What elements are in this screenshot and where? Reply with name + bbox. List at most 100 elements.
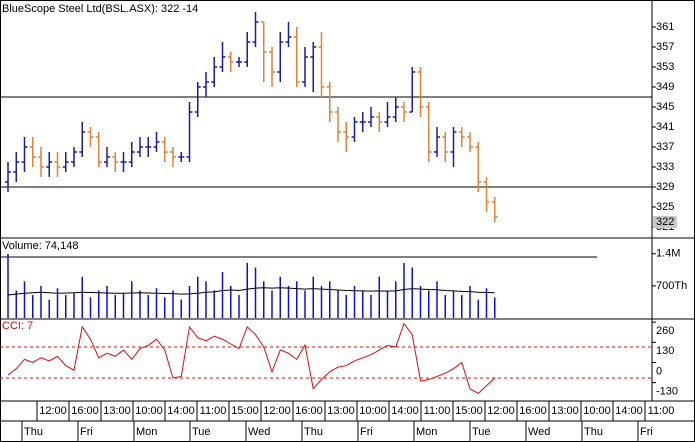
y-tick-label: 353 (656, 61, 674, 73)
time-label: 15:00 (455, 405, 483, 417)
volume-bar (246, 262, 248, 318)
y-tick-label: 333 (656, 161, 674, 173)
volume-bar (461, 295, 463, 318)
volume-bar (131, 281, 133, 318)
time-label: 15:00 (231, 405, 259, 417)
volume-bar (436, 281, 438, 318)
volume-bar (378, 276, 380, 318)
day-label: Fri (80, 426, 93, 438)
y-tick-label: -130 (656, 386, 678, 398)
volume-bar (345, 295, 347, 318)
volume-bar (254, 267, 257, 318)
time-label: 11:00 (424, 405, 451, 417)
y-tick-label: 349 (656, 81, 674, 93)
time-label: 16:00 (519, 405, 547, 417)
day-label: Fri (360, 426, 373, 438)
volume-bar (477, 299, 479, 318)
time-label: 14:00 (615, 405, 643, 417)
time-label: 16:00 (71, 405, 99, 417)
y-tick-label: 341 (656, 121, 674, 133)
y-tick-label: 357 (656, 41, 674, 53)
volume-average (7, 287, 495, 296)
volume-bar (106, 285, 108, 318)
volume-bar (485, 288, 488, 318)
volume-bar (180, 299, 182, 318)
volume-bar (32, 295, 34, 318)
volume-bar (155, 288, 158, 318)
volume-bar (65, 295, 67, 318)
volume-bar (428, 290, 430, 318)
volume-bar (23, 281, 26, 318)
volume-bar (337, 290, 339, 318)
day-label: Wed (248, 426, 270, 438)
volume-bar (98, 290, 100, 318)
volume-bar (114, 295, 116, 318)
day-label: Fri (640, 426, 653, 438)
y-tick-label: 260 (656, 325, 674, 337)
volume-bar (147, 295, 149, 318)
day-label: Tue (192, 426, 211, 438)
time-label: 13:00 (327, 405, 355, 417)
volume-bar (73, 292, 75, 318)
volume-bar (213, 290, 215, 318)
y-tick-label: 1.4M (656, 248, 680, 260)
time-label: 16:00 (295, 405, 323, 417)
day-label: Mon (416, 426, 437, 438)
volume-bar (7, 253, 9, 318)
time-label: 10:00 (359, 405, 387, 417)
y-tick-label: 0 (656, 365, 662, 377)
volume-bar (312, 276, 314, 318)
volume-bar (362, 290, 364, 318)
time-label: 10:00 (583, 405, 611, 417)
volume-bar (411, 267, 413, 318)
y-tick-label: 337 (656, 141, 674, 153)
time-label: 12:00 (39, 405, 67, 417)
volume-bar (81, 276, 83, 318)
volume-bar (221, 272, 224, 318)
volume-bar (197, 276, 199, 318)
volume-bar (419, 285, 422, 318)
volume-bar (403, 262, 405, 318)
volume-bar (320, 285, 323, 318)
volume-bar (271, 290, 273, 318)
volume-bar (444, 295, 446, 318)
volume-bar (188, 285, 191, 318)
volume-bar (469, 285, 471, 318)
day-label: Mon (136, 426, 157, 438)
time-label: 13:00 (103, 405, 131, 417)
volume-bar (370, 295, 372, 318)
price-title: BlueScope Steel Ltd(BSL.ASX): 322 -14 (2, 3, 198, 15)
volume-bar (164, 297, 166, 318)
volume-bar (172, 290, 174, 318)
volume-bar (329, 281, 331, 318)
volume-bar (287, 285, 290, 318)
last-price-box (653, 216, 677, 228)
volume-bar (353, 285, 356, 318)
last-price-label: 322 (656, 216, 674, 228)
volume-bar (238, 295, 240, 318)
time-label: 12:00 (487, 405, 515, 417)
volume-title: Volume: 74,148 (2, 240, 78, 252)
y-tick-label: 130 (656, 345, 674, 357)
cci-title: CCI: 7 (2, 320, 33, 332)
volume-bar (452, 290, 455, 318)
cci-line (7, 322, 496, 395)
time-label: 13:00 (551, 405, 579, 417)
time-label: 11:00 (200, 405, 227, 417)
volume-bar (89, 297, 92, 318)
volume-bar (122, 292, 125, 318)
volume-bar (386, 290, 389, 318)
time-label: 10:00 (135, 405, 163, 417)
volume-bar (139, 290, 141, 318)
y-tick-label: 325 (656, 201, 674, 213)
volume-bar (48, 299, 50, 318)
y-tick-label: 361 (656, 21, 674, 33)
y-tick-label: 345 (656, 101, 674, 113)
time-label: 14:00 (391, 405, 419, 417)
day-label: Thu (304, 426, 323, 438)
volume-bar (296, 281, 298, 318)
day-label: Tue (472, 426, 491, 438)
time-label: 12:00 (263, 405, 291, 417)
